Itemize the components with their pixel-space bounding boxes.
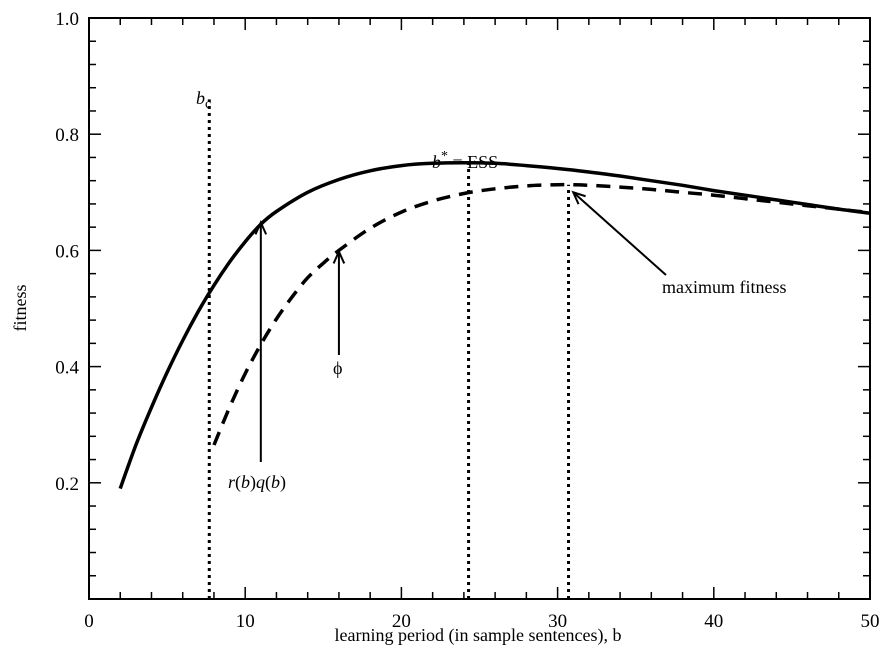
y-tick-label: 0.4 xyxy=(55,358,79,379)
tick-marks xyxy=(88,17,871,600)
phi-arrow-head xyxy=(332,249,346,264)
phi-label: ϕ xyxy=(333,358,342,378)
x-tick-label: 40 xyxy=(704,611,723,632)
rq-label: r(b)q(b) xyxy=(228,472,286,493)
x-axis-title: learning period (in sample sentences), b xyxy=(335,625,622,646)
y-tick-label: 0.2 xyxy=(55,474,79,495)
y-axis-title: fitness xyxy=(10,285,30,332)
x-tick-label: 0 xyxy=(84,611,94,632)
y-tick-label: 0.6 xyxy=(55,241,79,262)
x-tick-label: 20 xyxy=(392,611,411,632)
plot-frame xyxy=(88,17,871,600)
x-tick-label: 30 xyxy=(548,611,567,632)
ess-label: b* = ESS xyxy=(432,149,498,172)
max-fitness-arrow-shaft xyxy=(572,191,667,276)
rq-arrow-head xyxy=(254,220,268,235)
x-tick-label: 50 xyxy=(861,611,880,632)
y-tick-label: 0.8 xyxy=(55,125,79,146)
phi-dashed-curve xyxy=(212,182,871,446)
reference-lines xyxy=(207,99,571,599)
y-tick-label: 1.0 xyxy=(55,9,79,30)
y-tick-labels: 0.2 0.4 0.6 0.8 1.0 xyxy=(55,9,79,495)
maximum-fitness-label: maximum fitness xyxy=(662,277,787,297)
rq-solid-curve xyxy=(118,160,871,490)
max-fitness-arrow-head xyxy=(571,190,586,205)
series-lines xyxy=(118,160,871,490)
x-tick-label: 10 xyxy=(236,611,255,632)
x-tick-labels: 0 10 20 30 40 50 xyxy=(84,611,879,632)
annotation-arrows xyxy=(254,190,667,462)
bc-label: bc xyxy=(196,88,211,112)
